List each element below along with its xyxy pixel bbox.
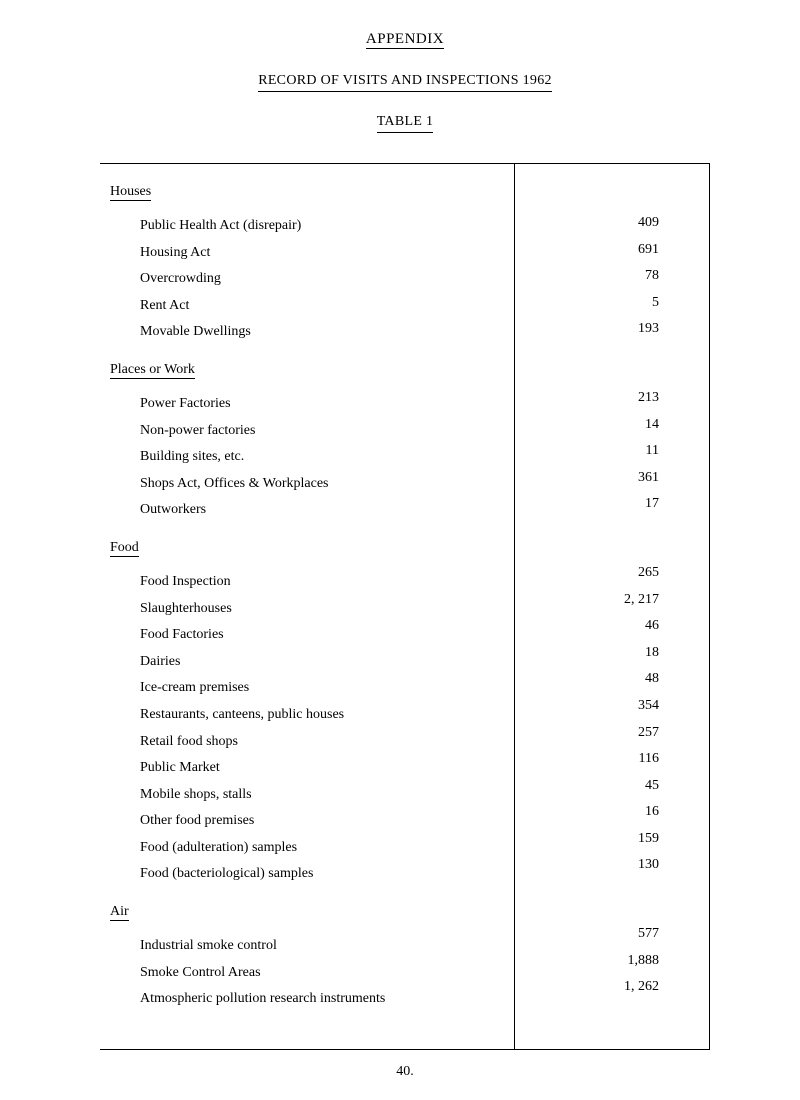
table-row: Houses Public Health Act (disrepair) Hou… — [100, 164, 710, 1050]
table-label: TABLE 1 — [377, 114, 434, 133]
row-value: 45 — [525, 773, 659, 800]
row-label: Dairies — [110, 649, 180, 676]
inspections-table: Houses Public Health Act (disrepair) Hou… — [100, 163, 710, 1050]
row-value: 1,888 — [525, 948, 659, 975]
row-item: Rent Act — [110, 293, 490, 320]
row-item: Movable Dwellings — [110, 319, 490, 346]
row-item: Slaughterhouses — [110, 596, 490, 623]
row-label: Food (adulteration) samples — [110, 835, 297, 862]
row-value: 577 — [525, 921, 659, 948]
row-item: Retail food shops — [110, 729, 490, 756]
section-air: Air Industrial smoke control Smoke Contr… — [110, 902, 490, 1013]
page-title: APPENDIX — [366, 31, 444, 49]
section-food: Food Food Inspection Slaughterhouses Foo… — [110, 538, 490, 888]
row-label: Food Inspection — [110, 569, 231, 596]
col-labels: Houses Public Health Act (disrepair) Hou… — [100, 164, 514, 1050]
row-value: 1, 262 — [525, 974, 659, 1001]
row-item: Industrial smoke control — [110, 933, 490, 960]
row-label: Building sites, etc. — [110, 444, 244, 471]
row-value: 361 — [525, 465, 659, 492]
row-value: 193 — [525, 316, 659, 343]
row-label: Overcrowding — [110, 266, 221, 293]
row-label: Restaurants, canteens, public houses — [110, 702, 344, 729]
row-item: Overcrowding — [110, 266, 490, 293]
row-label: Rent Act — [110, 293, 189, 320]
row-value: 18 — [525, 640, 659, 667]
row-item: Dairies — [110, 649, 490, 676]
page: APPENDIX RECORD OF VISITS AND INSPECTION… — [0, 0, 800, 1100]
row-item: Food (adulteration) samples — [110, 835, 490, 862]
row-label: Power Factories — [110, 391, 231, 418]
row-item: Housing Act — [110, 240, 490, 267]
section-houses: Houses Public Health Act (disrepair) Hou… — [110, 182, 490, 346]
row-item: Food Inspection — [110, 569, 490, 596]
row-item: Food Factories — [110, 622, 490, 649]
section-places: Places or Work Power Factories Non-power… — [110, 360, 490, 524]
row-value: 46 — [525, 613, 659, 640]
row-value: 5 — [525, 290, 659, 317]
row-value: 409 — [525, 210, 659, 237]
row-value: 159 — [525, 826, 659, 853]
row-value: 354 — [525, 693, 659, 720]
row-label: Public Health Act (disrepair) — [110, 213, 301, 240]
row-value: 116 — [525, 746, 659, 773]
row-label: Shops Act, Offices & Workplaces — [110, 471, 329, 498]
row-value: 14 — [525, 412, 659, 439]
row-item: Restaurants, canteens, public houses — [110, 702, 490, 729]
row-label: Smoke Control Areas — [110, 960, 261, 987]
row-item: Non-power factories — [110, 418, 490, 445]
row-label: Atmospheric pollution research instrumen… — [110, 986, 385, 1013]
subtitle-wrap: RECORD OF VISITS AND INSPECTIONS 1962 — [100, 71, 710, 92]
row-label: Housing Act — [110, 240, 210, 267]
row-item: Building sites, etc. — [110, 444, 490, 471]
values-air: 577 1,888 1, 262 — [525, 893, 659, 1001]
row-label: Slaughterhouses — [110, 596, 232, 623]
row-label: Public Market — [110, 755, 220, 782]
section-heading: Houses — [110, 184, 151, 201]
row-label: Ice-cream premises — [110, 675, 249, 702]
page-number: 40. — [100, 1064, 710, 1080]
table-label-wrap: TABLE 1 — [100, 112, 710, 133]
row-item: Ice-cream premises — [110, 675, 490, 702]
row-value: 130 — [525, 852, 659, 879]
row-item: Atmospheric pollution research instrumen… — [110, 986, 490, 1013]
row-item: Outworkers — [110, 497, 490, 524]
row-label: Mobile shops, stalls — [110, 782, 252, 809]
page-subtitle: RECORD OF VISITS AND INSPECTIONS 1962 — [258, 73, 552, 92]
section-heading: Food — [110, 540, 139, 557]
row-value: 11 — [525, 438, 659, 465]
row-value: 78 — [525, 263, 659, 290]
row-label: Outworkers — [110, 497, 206, 524]
values-food: 265 2, 217 46 18 48 354 257 116 45 16 15… — [525, 532, 659, 879]
row-value: 17 — [525, 491, 659, 518]
row-label: Retail food shops — [110, 729, 238, 756]
row-item: Public Market — [110, 755, 490, 782]
row-value: 691 — [525, 237, 659, 264]
row-item: Public Health Act (disrepair) — [110, 213, 490, 240]
row-item: Mobile shops, stalls — [110, 782, 490, 809]
row-label: Movable Dwellings — [110, 319, 251, 346]
section-heading: Air — [110, 904, 129, 921]
title-wrap: APPENDIX — [100, 30, 710, 53]
col-values: 409 691 78 5 193 213 14 11 361 17 265 — [514, 164, 709, 1050]
row-label: Food Factories — [110, 622, 224, 649]
section-heading: Places or Work — [110, 362, 195, 379]
row-label: Industrial smoke control — [110, 933, 277, 960]
row-value: 257 — [525, 720, 659, 747]
values-places: 213 14 11 361 17 — [525, 357, 659, 518]
values-houses: 409 691 78 5 193 — [525, 182, 659, 343]
row-value: 48 — [525, 666, 659, 693]
row-item: Other food premises — [110, 808, 490, 835]
row-value: 2, 217 — [525, 587, 659, 614]
row-label: Non-power factories — [110, 418, 255, 445]
row-item: Power Factories — [110, 391, 490, 418]
row-label: Food (bacteriological) samples — [110, 861, 313, 888]
row-value: 213 — [525, 385, 659, 412]
row-value: 16 — [525, 799, 659, 826]
row-item: Smoke Control Areas — [110, 960, 490, 987]
row-item: Food (bacteriological) samples — [110, 861, 490, 888]
row-item: Shops Act, Offices & Workplaces — [110, 471, 490, 498]
row-value: 265 — [525, 560, 659, 587]
row-label: Other food premises — [110, 808, 254, 835]
